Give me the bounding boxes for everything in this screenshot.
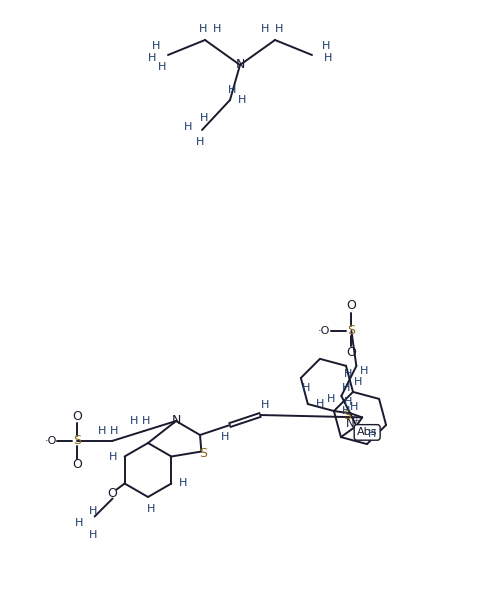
Text: O: O xyxy=(347,347,356,359)
Text: H: H xyxy=(200,113,208,123)
Text: Abs: Abs xyxy=(357,427,377,437)
Text: O: O xyxy=(72,459,82,471)
Text: H: H xyxy=(342,406,350,416)
Text: H: H xyxy=(368,429,376,439)
Text: H: H xyxy=(275,24,283,34)
Text: H: H xyxy=(342,383,350,393)
Text: N⁺: N⁺ xyxy=(346,417,361,431)
Text: H: H xyxy=(261,400,269,410)
Text: ·O: ·O xyxy=(318,326,331,336)
Text: H: H xyxy=(184,122,192,132)
Text: H: H xyxy=(322,41,330,51)
Text: H: H xyxy=(344,397,352,407)
Text: H: H xyxy=(221,432,229,442)
Text: S: S xyxy=(348,324,355,338)
Text: H: H xyxy=(301,383,310,393)
Text: H: H xyxy=(196,137,204,147)
Text: S: S xyxy=(199,447,207,460)
Text: O: O xyxy=(72,411,82,423)
Text: H: H xyxy=(324,53,332,63)
Text: H: H xyxy=(199,24,207,34)
Text: H: H xyxy=(142,416,150,426)
Text: H: H xyxy=(88,531,97,540)
Text: H: H xyxy=(179,479,188,488)
Text: H: H xyxy=(213,24,221,34)
Text: S: S xyxy=(343,409,351,422)
Text: H: H xyxy=(344,369,353,379)
Text: H: H xyxy=(354,377,362,387)
Text: H: H xyxy=(130,416,138,426)
Text: H: H xyxy=(147,504,155,514)
Text: H: H xyxy=(158,62,166,72)
Text: O: O xyxy=(108,487,118,500)
Text: H: H xyxy=(360,366,369,376)
Text: H: H xyxy=(88,506,97,517)
Text: H: H xyxy=(110,426,118,436)
Text: N: N xyxy=(171,414,180,428)
Text: H: H xyxy=(152,41,160,51)
Text: H: H xyxy=(108,451,117,462)
Text: H: H xyxy=(98,426,106,436)
Text: O: O xyxy=(347,299,356,312)
Text: H: H xyxy=(148,53,156,63)
Text: H: H xyxy=(261,24,269,34)
Text: H: H xyxy=(350,402,359,413)
Text: H: H xyxy=(316,399,324,409)
Text: H: H xyxy=(327,394,336,404)
Text: H: H xyxy=(74,518,83,529)
Text: H: H xyxy=(228,85,236,95)
Text: N: N xyxy=(235,59,245,71)
Text: S: S xyxy=(73,434,81,448)
Text: ·O: ·O xyxy=(45,436,57,446)
Text: H: H xyxy=(238,95,246,105)
